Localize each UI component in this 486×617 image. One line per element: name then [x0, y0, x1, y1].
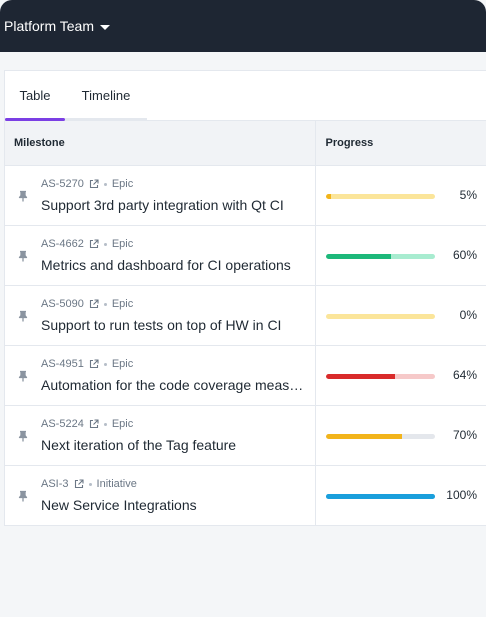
view-tabs: Table Timeline	[5, 71, 486, 121]
tab-timeline[interactable]: Timeline	[65, 71, 147, 121]
progress-bar-fill	[325, 433, 402, 439]
progress-cell: 60%	[315, 225, 486, 286]
milestone-meta: AS-4951 Epic	[41, 357, 315, 371]
progress-percent: 0%	[459, 307, 477, 322]
milestone-title[interactable]: Support to run tests on top of HW in CI	[41, 317, 282, 333]
table-row[interactable]: AS-4662 Epic Metrics and dashboard for C…	[5, 225, 486, 286]
milestone-cell: AS-5270 Epic Support 3rd party integrati…	[5, 165, 316, 226]
milestone-meta: AS-5224 Epic	[41, 417, 315, 431]
milestone-cell: AS-5090 Epic Support to run tests on top…	[5, 285, 316, 346]
column-header-milestone[interactable]: Milestone	[5, 121, 316, 166]
separator-dot	[88, 482, 92, 486]
external-link-icon[interactable]	[74, 479, 84, 489]
separator-dot	[103, 182, 107, 186]
milestone-title[interactable]: Support 3rd party integration with Qt CI	[41, 197, 284, 213]
tab-table[interactable]: Table	[5, 71, 65, 121]
table-row[interactable]: AS-4951 Epic Automation for the code cov…	[5, 345, 486, 406]
separator-dot	[103, 362, 107, 366]
pin-icon[interactable]	[17, 190, 29, 202]
progress-cell: 64%	[315, 345, 486, 406]
progress-cell: 5%	[315, 165, 486, 226]
issue-key[interactable]: ASI-3	[41, 478, 69, 490]
milestone-meta: ASI-3 Initiative	[41, 477, 315, 491]
progress-percent: 5%	[459, 187, 477, 202]
issue-type: Epic	[111, 178, 134, 190]
column-header-progress[interactable]: Progress	[315, 121, 486, 166]
team-switcher[interactable]: Platform Team	[4, 18, 110, 34]
issue-type: Epic	[111, 298, 134, 310]
milestone-cell: ASI-3 Initiative New Service Integration…	[5, 465, 316, 526]
pin-icon[interactable]	[17, 250, 29, 262]
team-name: Platform Team	[4, 18, 94, 34]
progress-percent: 100%	[446, 487, 477, 502]
issue-type: Epic	[111, 358, 134, 370]
separator-dot	[103, 302, 107, 306]
progress-cell: 0%	[315, 285, 486, 346]
issue-key[interactable]: AS-4662	[41, 238, 84, 250]
milestone-title[interactable]: Metrics and dashboard for CI operations	[41, 257, 291, 273]
milestone-cell: AS-4662 Epic Metrics and dashboard for C…	[5, 225, 316, 286]
pin-icon[interactable]	[17, 490, 29, 502]
progress-bar-fill	[325, 493, 435, 499]
issue-key[interactable]: AS-4951	[41, 358, 84, 370]
external-link-icon[interactable]	[89, 359, 99, 369]
progress-bar	[325, 253, 435, 259]
pin-icon[interactable]	[17, 310, 29, 322]
separator-dot	[103, 242, 107, 246]
issue-key[interactable]: AS-5090	[41, 298, 84, 310]
table-row[interactable]: AS-5090 Epic Support to run tests on top…	[5, 285, 486, 346]
milestone-cell: AS-4951 Epic Automation for the code cov…	[5, 345, 316, 406]
issue-key[interactable]: AS-5224	[41, 418, 84, 430]
progress-bar-fill	[325, 253, 391, 259]
milestone-meta: AS-4662 Epic	[41, 237, 315, 251]
milestones-panel: Table Timeline Milestone Progress AS-527…	[4, 70, 486, 526]
progress-bar	[325, 313, 435, 319]
progress-cell: 100%	[315, 465, 486, 526]
table-row[interactable]: ASI-3 Initiative New Service Integration…	[5, 465, 486, 526]
separator-dot	[103, 422, 107, 426]
external-link-icon[interactable]	[89, 299, 99, 309]
issue-key[interactable]: AS-5270	[41, 178, 84, 190]
milestone-title[interactable]: Next iteration of the Tag feature	[41, 437, 237, 453]
milestones-table: Milestone Progress AS-5270 Epic Support …	[5, 121, 486, 526]
progress-cell: 70%	[315, 405, 486, 466]
table-row[interactable]: AS-5270 Epic Support 3rd party integrati…	[5, 165, 486, 226]
issue-type: Epic	[111, 238, 134, 250]
pin-icon[interactable]	[17, 370, 29, 382]
progress-bar	[325, 493, 435, 499]
progress-percent: 70%	[452, 427, 477, 442]
progress-bar	[325, 193, 435, 199]
progress-percent: 64%	[452, 367, 477, 382]
progress-bar-fill	[325, 373, 396, 379]
progress-percent: 60%	[452, 247, 477, 262]
milestone-meta: AS-5270 Epic	[41, 177, 315, 191]
external-link-icon[interactable]	[89, 179, 99, 189]
milestone-title[interactable]: New Service Integrations	[41, 497, 197, 513]
table-row[interactable]: AS-5224 Epic Next iteration of the Tag f…	[5, 405, 486, 466]
progress-bar	[325, 433, 435, 439]
milestone-meta: AS-5090 Epic	[41, 297, 315, 311]
milestone-cell: AS-5224 Epic Next iteration of the Tag f…	[5, 405, 316, 466]
top-bar: Platform Team	[0, 0, 486, 52]
progress-bar	[325, 373, 435, 379]
milestone-title[interactable]: Automation for the code coverage measure…	[41, 377, 305, 393]
table-header-row: Milestone Progress	[5, 121, 486, 166]
external-link-icon[interactable]	[89, 239, 99, 249]
issue-type: Epic	[111, 418, 134, 430]
external-link-icon[interactable]	[89, 419, 99, 429]
issue-type: Initiative	[96, 478, 137, 490]
progress-bar-fill	[325, 193, 331, 199]
pin-icon[interactable]	[17, 430, 29, 442]
caret-down-icon	[100, 24, 110, 30]
